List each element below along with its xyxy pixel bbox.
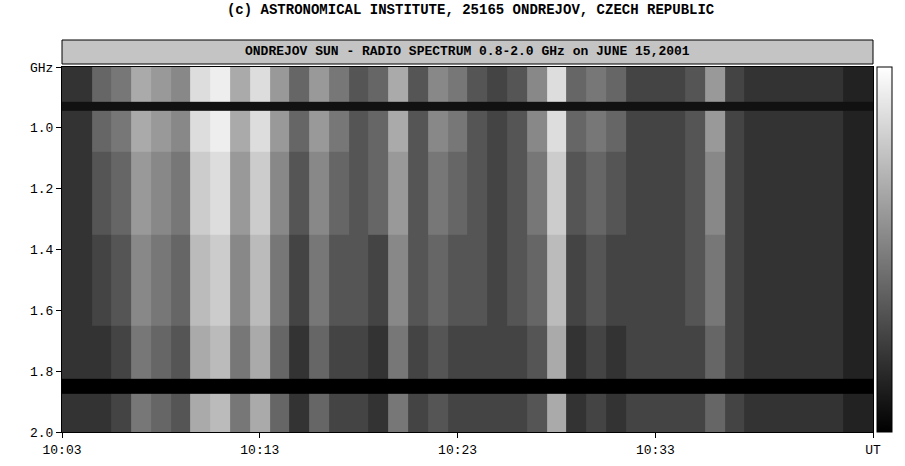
svg-text:ONDREJOV SUN - RADIO SPECTRUM: ONDREJOV SUN - RADIO SPECTRUM 0.8-2.0 GH… [245, 44, 690, 59]
svg-text:1.8: 1.8 [30, 365, 53, 380]
svg-text:GHz: GHz [30, 61, 53, 76]
svg-text:1.6: 1.6 [30, 304, 53, 319]
svg-text:1.4: 1.4 [30, 243, 54, 258]
svg-text:1.0: 1.0 [30, 121, 53, 136]
svg-text:10:23: 10:23 [438, 443, 477, 458]
svg-text:10:33: 10:33 [636, 443, 675, 458]
svg-text:UT: UT [865, 443, 881, 458]
svg-text:10:03: 10:03 [42, 443, 81, 458]
svg-text:2.0: 2.0 [30, 426, 53, 441]
svg-text:10:13: 10:13 [240, 443, 279, 458]
svg-text:1.2: 1.2 [30, 182, 53, 197]
svg-text:(c) ASTRONOMICAL INSTITUTE, 25: (c) ASTRONOMICAL INSTITUTE, 25165 ONDREJ… [227, 2, 715, 18]
